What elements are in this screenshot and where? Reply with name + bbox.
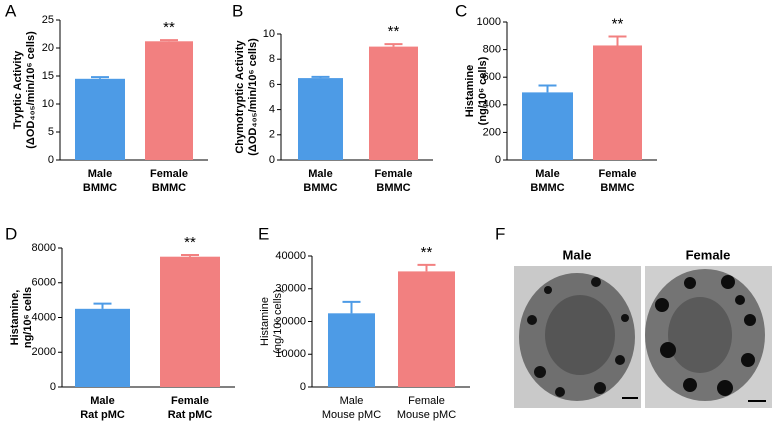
y-tick-label: 400 [483,99,501,111]
y-axis-label: (ng/10⁶ cells) [477,56,489,125]
y-axis-label: (ΔOD₄₀₅/min/10⁶ cells) [25,31,37,149]
x-tick-label: Rat pMC [168,409,213,421]
error-bar [538,84,557,93]
y-tick-label: 25 [42,14,54,26]
bar [369,46,418,160]
y-tick-label: 15 [42,70,54,82]
panel-letter: D [5,224,17,243]
y-tick-label: 4 [269,104,275,116]
x-tick-label: Male [340,395,364,407]
y-axis-label: (ng/10⁶ cells) [272,289,284,353]
bar [298,78,343,160]
y-tick-label: 800 [483,44,501,56]
y-tick-label: 0 [269,154,275,166]
y-tick-label: 0 [48,154,54,166]
error-bar [608,35,627,46]
error-bar [417,263,436,272]
y-tick-label: 6 [269,78,275,90]
y-axis-label: Histamine [259,297,271,346]
y-axis-label: Chymotryptic Activity [234,39,246,153]
x-tick-label: Male [535,168,559,180]
y-tick-label: 6000 [32,277,56,289]
y-tick-label: 8 [269,53,275,65]
x-tick-label: Rat pMC [80,409,125,421]
x-tick-label: Female [599,168,637,180]
error-bar [91,76,109,79]
significance-label: ** [421,244,433,261]
bar [522,92,573,160]
panel-letter: F [495,224,505,243]
y-axis-label: (ΔOD₄₀₅/min/10⁶ cells) [247,38,259,156]
y-axis-label: Histamine [464,65,476,118]
y-tick-label: 2000 [32,346,56,358]
significance-label: ** [184,234,196,251]
y-tick-label: 0 [50,381,56,393]
x-tick-label: Female [171,395,209,407]
panel-letter: E [258,224,269,243]
x-tick-label: Male [308,168,332,180]
x-tick-label: BMMC [376,182,410,194]
x-tick-label: BMMC [530,182,564,194]
error-bar [384,43,403,47]
error-bar [342,300,361,314]
x-tick-label: Male [90,395,114,407]
bar [75,78,125,160]
x-tick-label: Female [150,168,188,180]
y-axis-label: Tryptic Activity [12,50,24,129]
error-bar [93,302,112,309]
significance-label: ** [163,19,175,36]
x-tick-label: Male [88,168,112,180]
y-tick-label: 10000 [275,348,306,360]
panel-letter: A [5,1,17,20]
y-tick-label: 10 [42,98,54,110]
x-tick-label: Mouse pMC [397,409,456,421]
bar [328,313,375,387]
y-tick-label: 0 [495,154,501,166]
y-tick-label: 5 [48,126,54,138]
panel-letter: C [455,1,467,20]
significance-label: ** [388,23,400,40]
y-tick-label: 10 [263,28,275,40]
y-tick-label: 40000 [275,250,306,262]
y-tick-label: 1000 [477,16,501,28]
bar [593,45,642,160]
y-tick-label: 2 [269,129,275,141]
y-axis-label: Histamine, [9,290,21,346]
error-bar [311,75,330,79]
micrograph [514,266,641,408]
y-tick-label: 0 [300,381,306,393]
micrograph [645,266,772,408]
y-tick-label: 30000 [275,283,306,295]
y-tick-label: 20000 [275,315,306,327]
error-bar [181,253,199,257]
x-tick-label: Mouse pMC [322,409,381,421]
y-tick-label: 4000 [32,311,56,323]
bar [398,271,455,387]
x-tick-label: BMMC [83,182,117,194]
x-tick-label: Female [375,168,413,180]
x-tick-label: BMMC [303,182,337,194]
y-tick-label: 20 [42,42,54,54]
y-axis-label: ng/10⁶ cells [22,287,34,348]
x-tick-label: Female [408,395,445,407]
panel-letter: B [232,1,243,20]
bar [160,256,220,387]
micrograph-caption: Male [563,247,592,262]
y-tick-label: 200 [483,126,501,138]
bar [75,308,130,387]
x-tick-label: BMMC [152,182,186,194]
x-tick-label: BMMC [600,182,634,194]
significance-label: ** [612,15,624,32]
micrograph-caption: Female [686,247,731,262]
y-tick-label: 8000 [32,242,56,254]
error-bar [160,39,178,42]
bar [145,41,193,160]
y-tick-label: 600 [483,71,501,83]
